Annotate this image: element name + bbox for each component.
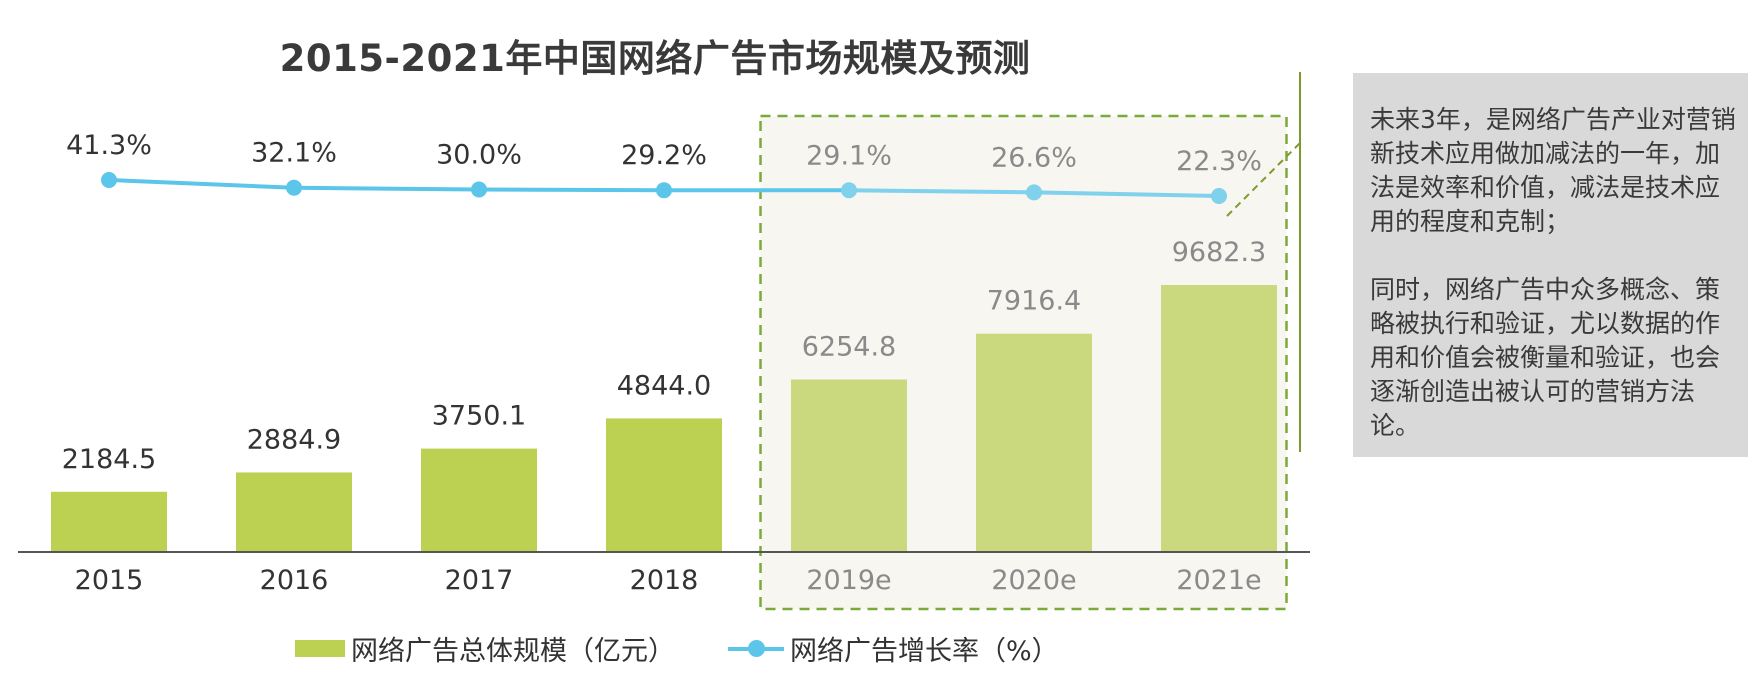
- callout-connector: [1226, 142, 1301, 217]
- bar-label-2016: 2884.9: [247, 424, 341, 455]
- x-tick-2021e: 2021e: [1176, 565, 1261, 596]
- x-tick-2017: 2017: [445, 565, 514, 596]
- growth-line-segment-2: [292, 185, 481, 192]
- chart-area: 2184.5 2015 2884.9 2016 3750.1 2017 4844.0 2018…: [18, 72, 1310, 611]
- growth-line-segment-1: [107, 178, 296, 190]
- legend-line-swatch: [728, 638, 784, 658]
- legend: 网络广告总体规模（亿元） 网络广告增长率（%）: [0, 628, 1310, 668]
- growth-label-2020e: 26.6%: [991, 142, 1077, 173]
- bar-2021e: [1161, 285, 1277, 552]
- x-tick-2016: 2016: [260, 565, 329, 596]
- x-tick-2018: 2018: [630, 565, 699, 596]
- note-paragraph-2: 同时，网络广告中众多概念、策略被执行和验证，尤以数据的作用和价值会被衡量和验证，…: [1370, 275, 1721, 440]
- growth-point-2016: [286, 179, 302, 196]
- legend-item-line: 网络广告增长率（%）: [728, 628, 1059, 668]
- bar-2020e: [976, 333, 1092, 552]
- bar-label-2017: 3750.1: [432, 401, 526, 432]
- growth-line-segment-3: [477, 187, 666, 193]
- bar-label-2020e: 7916.4: [987, 286, 1081, 317]
- bar-label-2019e: 6254.8: [802, 332, 896, 363]
- legend-item-bar: 网络广告总体规模（亿元）: [295, 628, 675, 668]
- growth-label-2019e: 29.1%: [806, 140, 892, 171]
- growth-label-2017: 30.0%: [436, 140, 522, 171]
- bar-2018: [606, 418, 722, 552]
- growth-label-2021e: 22.3%: [1176, 146, 1262, 177]
- note-paragraph-1: 未来3年，是网络广告产业对营销新技术应用做加减法的一年，加法是效率和价值，减法是…: [1370, 105, 1736, 236]
- bar-label-2021e: 9682.3: [1172, 237, 1266, 268]
- growth-point-2015: [101, 172, 117, 188]
- note-box: 未来3年，是网络广告产业对营销新技术应用做加减法的一年，加法是效率和价值，减法是…: [1353, 73, 1748, 457]
- chart-title: 2015-2021年中国网络广告市场规模及预测: [279, 37, 1031, 80]
- growth-point-2018: [656, 182, 672, 199]
- bar-2019e: [791, 379, 907, 552]
- x-tick-2015: 2015: [75, 565, 144, 596]
- growth-point-2020e: [1026, 184, 1042, 201]
- x-tick-2019e: 2019e: [806, 565, 891, 596]
- growth-point-2019e: [841, 182, 857, 199]
- bar-label-2015: 2184.5: [62, 444, 156, 475]
- growth-point-2017: [471, 181, 487, 198]
- growth-label-2018: 29.2%: [621, 140, 707, 171]
- bar-2015: [51, 491, 167, 552]
- legend-bar-label: 网络广告总体规模（亿元）: [351, 635, 675, 667]
- growth-label-2016: 32.1%: [251, 138, 337, 169]
- growth-line-segment-6: [1032, 190, 1221, 198]
- growth-point-2021e: [1211, 188, 1227, 204]
- legend-bar-swatch: [295, 639, 345, 657]
- bar-label-2018: 4844.0: [617, 370, 711, 401]
- legend-line-label: 网络广告增长率（%）: [790, 635, 1059, 667]
- bar-2016: [236, 472, 352, 552]
- growth-line-segment-5: [847, 188, 1036, 195]
- bar-2017: [421, 448, 537, 552]
- growth-label-2015: 41.3%: [66, 130, 152, 161]
- x-tick-2020e: 2020e: [991, 565, 1076, 596]
